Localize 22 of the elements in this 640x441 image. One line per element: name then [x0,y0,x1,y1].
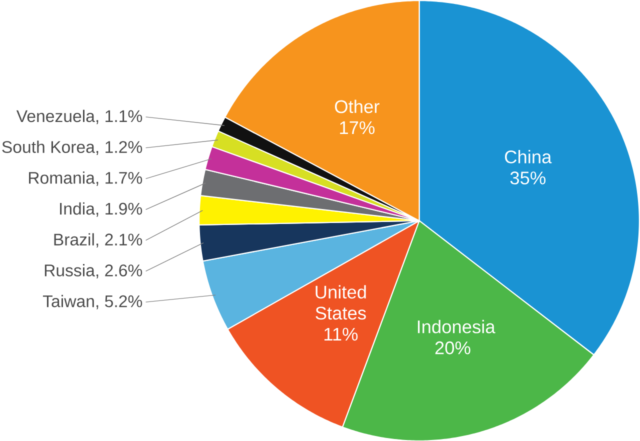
data-label: 35% [510,171,546,184]
slice-label: India [60,202,95,214]
data-label: , 1.1% [96,110,142,124]
slice-label: South Korea [2,140,95,153]
slice-label: Other [334,99,380,113]
data-label: , 5.2% [96,295,142,310]
slice-label: Russia [44,264,95,276]
data-label: , 2.1% [96,233,142,248]
slice-label: Indonesia [418,320,496,334]
data-label: , 1.7% [96,172,142,186]
slice-label: United States [316,284,366,320]
data-label: 11% [324,328,358,340]
slice-label: Venezuela [16,110,95,122]
data-label: 20% [435,341,470,354]
data-label: 17% [340,121,375,134]
slice-label: China [504,150,552,164]
data-label: , 1.2% [96,140,142,155]
data-label: , 1.9% [96,202,142,216]
slice-label: Taiwan [42,294,94,308]
data-label: , 2.6% [96,264,142,278]
slice-label: Romania [29,171,95,184]
slice-label: Brazil [54,232,94,246]
